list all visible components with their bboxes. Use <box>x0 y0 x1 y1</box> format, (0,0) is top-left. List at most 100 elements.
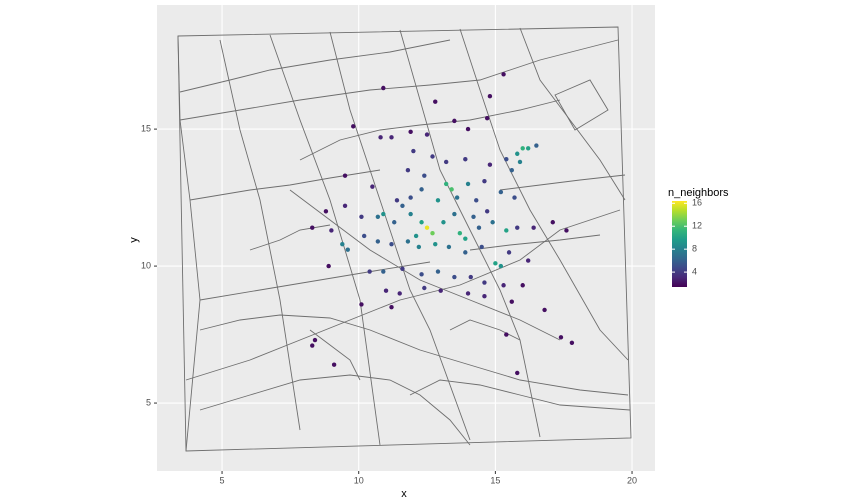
point <box>525 146 531 151</box>
point <box>490 220 495 225</box>
point <box>506 250 512 255</box>
point <box>422 285 427 291</box>
point <box>564 228 569 233</box>
point <box>482 280 487 285</box>
colorbar-label: 16 <box>692 198 702 208</box>
point <box>424 132 430 137</box>
x-tick-label: 20 <box>627 475 637 485</box>
point <box>394 198 400 203</box>
point <box>487 162 493 167</box>
point <box>443 181 449 187</box>
point <box>351 124 356 129</box>
point <box>419 272 424 277</box>
legend: 4 8 12 16 <box>672 198 702 287</box>
point <box>441 220 446 225</box>
point <box>383 288 389 293</box>
point <box>342 203 348 209</box>
colorbar <box>672 201 687 287</box>
point <box>400 203 405 209</box>
point <box>397 291 402 296</box>
point <box>498 189 504 195</box>
point <box>323 209 329 214</box>
point <box>359 302 364 307</box>
point <box>454 195 460 200</box>
point <box>422 173 427 178</box>
y-tick-label: 10 <box>141 260 151 270</box>
point <box>452 274 457 280</box>
point <box>435 198 441 203</box>
point <box>498 263 504 269</box>
colorbar-label: 12 <box>692 221 702 231</box>
point <box>558 335 564 340</box>
point <box>419 187 424 192</box>
point <box>331 362 337 367</box>
point <box>405 167 411 173</box>
point <box>468 274 473 280</box>
x-tick-label: 10 <box>354 475 364 485</box>
point <box>430 231 435 236</box>
point <box>484 209 490 214</box>
point <box>367 269 372 274</box>
point <box>531 225 536 230</box>
point <box>504 332 509 337</box>
point <box>482 294 487 299</box>
point <box>359 214 364 219</box>
point <box>392 220 397 225</box>
point <box>381 211 386 217</box>
y-tick-label: 5 <box>146 397 151 407</box>
point <box>405 239 411 244</box>
point <box>381 269 386 274</box>
point <box>378 135 383 140</box>
point <box>381 85 386 91</box>
point <box>400 266 405 272</box>
point <box>515 151 520 156</box>
point <box>389 135 394 140</box>
point <box>550 220 555 225</box>
point <box>476 225 482 230</box>
point <box>493 261 498 266</box>
colorbar-label: 8 <box>692 244 697 254</box>
point <box>342 173 348 178</box>
point <box>419 220 424 225</box>
point <box>504 228 509 233</box>
point <box>465 126 471 132</box>
point <box>474 198 479 203</box>
point <box>449 187 454 192</box>
point <box>509 167 514 173</box>
point <box>408 211 413 217</box>
colorbar-label: 4 <box>692 266 697 276</box>
point <box>542 307 547 313</box>
point <box>487 94 493 99</box>
point <box>463 157 468 162</box>
point <box>375 239 381 244</box>
point <box>411 148 416 154</box>
point <box>484 115 490 121</box>
point <box>424 225 430 230</box>
point <box>520 283 525 288</box>
point <box>389 241 394 247</box>
point <box>433 241 438 247</box>
axes: 5 10 15 20 5 10 15 <box>141 123 637 485</box>
point <box>345 247 350 252</box>
point <box>413 233 419 239</box>
point <box>430 154 435 159</box>
point <box>340 241 345 247</box>
panel <box>157 5 655 471</box>
point <box>569 340 575 345</box>
point <box>389 304 394 310</box>
point <box>312 337 318 343</box>
point <box>370 184 375 189</box>
point <box>501 72 506 77</box>
point <box>452 118 457 124</box>
point <box>326 263 331 269</box>
point <box>416 244 422 250</box>
point <box>438 288 443 293</box>
point <box>435 269 441 274</box>
point <box>515 225 520 230</box>
point <box>433 99 438 104</box>
y-axis-title: y <box>128 237 140 243</box>
point <box>520 146 525 151</box>
point <box>463 250 468 255</box>
points <box>310 72 575 376</box>
point <box>310 343 315 348</box>
